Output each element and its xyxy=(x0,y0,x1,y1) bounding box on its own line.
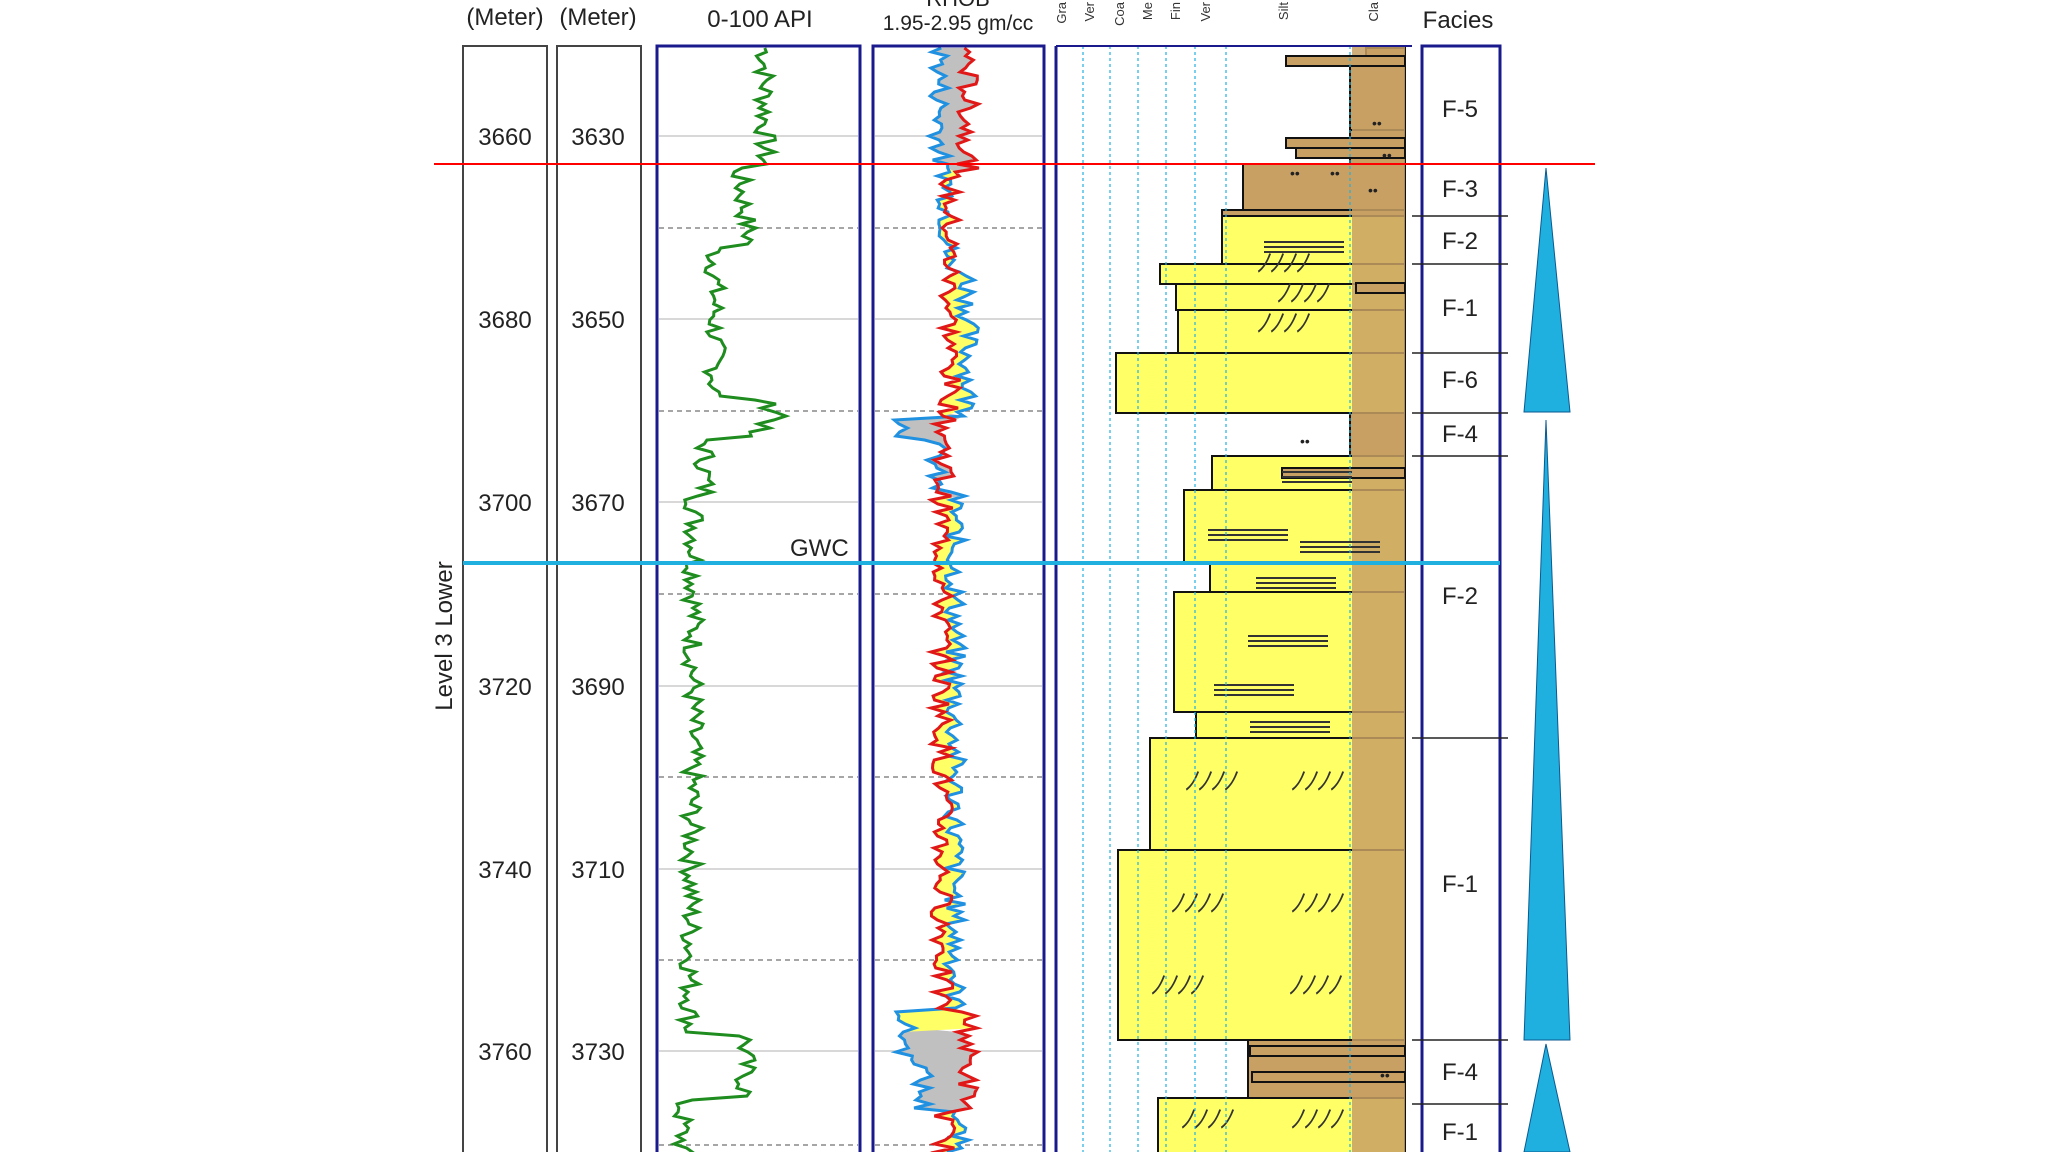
facies-label: F-1 xyxy=(1442,871,1478,898)
facies-title-label: Facies xyxy=(1423,7,1494,34)
rhob-scale-label: 1.95-2.95 gm/cc xyxy=(883,12,1034,35)
silt-dots-symbol: •• xyxy=(1372,115,1382,131)
ripple-symbol: ﾉﾉﾉﾉ xyxy=(1290,766,1345,796)
tvd-depth-label: 3690 xyxy=(571,674,624,701)
ripple-symbol: ﾉﾉﾉﾉ xyxy=(1256,248,1311,278)
grain-size-label: Ver xyxy=(1198,1,1213,21)
sand-crossover-fill xyxy=(894,48,979,1157)
facies-labels: F-5 F-3 F-2 F-1 F-6 F-4 F-2 F-1 F-4 F-1 xyxy=(1442,96,1478,1146)
sequence-triangle-middle xyxy=(1523,419,1571,1041)
md-depth-label: 3760 xyxy=(478,1039,531,1066)
ripple-symbol: ﾉﾉﾉﾉ xyxy=(1276,278,1331,308)
density-curve xyxy=(925,46,983,1157)
ripple-symbol: ﾉﾉﾉﾉ xyxy=(1290,1104,1345,1134)
facies-track xyxy=(1420,44,1502,1157)
gwc-label: GWC xyxy=(790,535,849,562)
facies-label: F-1 xyxy=(1442,1119,1478,1146)
silt-dots-symbol: •• xyxy=(1368,182,1378,198)
facies-label: F-6 xyxy=(1442,367,1478,394)
gr-track xyxy=(655,44,862,1157)
md-depth-label: 3660 xyxy=(478,124,531,151)
tvd-depth-label: 3630 xyxy=(571,124,624,151)
ripple-symbol: ﾉﾉﾉﾉ xyxy=(1256,308,1311,338)
rhob-title-label: RHOB xyxy=(926,0,990,11)
grain-size-label: Coa xyxy=(1112,1,1127,26)
ripple-symbol: ﾉﾉﾉﾉ xyxy=(1290,888,1345,918)
tvd-depth-label: 3670 xyxy=(571,490,624,517)
gas-crossover-fill xyxy=(894,48,979,1157)
md-depth-label: 3680 xyxy=(478,307,531,334)
facies-label: F-1 xyxy=(1442,295,1478,322)
gr-scale-label: 0-100 API xyxy=(707,6,812,33)
silt-dots-symbol: •• xyxy=(1290,165,1300,181)
ripple-symbol: ﾉﾉﾉﾉ xyxy=(1180,1104,1235,1134)
tvd-depth-labels: 3630 3650 3670 3690 3710 3730 xyxy=(571,124,624,1066)
facies-label: F-2 xyxy=(1442,583,1478,610)
sequence-triangle-lower xyxy=(1523,1043,1571,1153)
tvd-track xyxy=(556,45,642,1157)
gamma-ray-curve xyxy=(669,47,791,1157)
ripple-symbol: ﾉﾉﾉﾉ xyxy=(1170,888,1225,918)
neutron-curve xyxy=(890,46,980,1157)
md-depth-labels: 3660 3680 3700 3720 3740 3760 xyxy=(478,124,531,1066)
shale-stringer xyxy=(1249,1045,1406,1057)
grain-size-label: Silt xyxy=(1276,2,1291,20)
ripple-symbol: ﾉﾉﾉﾉ xyxy=(1150,970,1205,1000)
grain-size-labels: Gra Ver Coa Me Fin Ver Silt Cla xyxy=(1054,1,1381,26)
zone-label: Level 3 Lower xyxy=(431,561,458,710)
md-depth-label: 3720 xyxy=(478,674,531,701)
clay-column-fill xyxy=(1352,46,1405,1157)
tvd-depth-label: 3730 xyxy=(571,1039,624,1066)
grain-size-label: Fin xyxy=(1168,2,1183,20)
facies-label: F-3 xyxy=(1442,176,1478,203)
grain-size-label: Me xyxy=(1140,2,1155,20)
tvd-depth-label: 3710 xyxy=(571,857,624,884)
tvd-depth-label: 3650 xyxy=(571,307,624,334)
md-depth-label: 3740 xyxy=(478,857,531,884)
facies-boundaries xyxy=(1412,215,1508,1105)
tvd-unit-label: (Meter) xyxy=(559,4,636,31)
shale-stringer xyxy=(1285,55,1406,67)
silt-dots-symbol: •• xyxy=(1330,165,1340,181)
facies-label: F-2 xyxy=(1442,228,1478,255)
sequence-triangle-upper xyxy=(1523,167,1571,413)
silt-dots-symbol: •• xyxy=(1382,147,1392,163)
shale-stringer xyxy=(1251,1071,1406,1083)
rhob-track xyxy=(871,44,1046,1157)
silt-dots-symbol: •• xyxy=(1380,1067,1390,1083)
md-track xyxy=(462,45,548,1157)
ripple-symbol: ﾉﾉﾉﾉ xyxy=(1184,766,1239,796)
grain-size-label: Cla xyxy=(1366,1,1381,21)
md-unit-label: (Meter) xyxy=(466,4,543,31)
facies-label: F-5 xyxy=(1442,96,1478,123)
grain-size-label: Gra xyxy=(1054,1,1069,23)
silt-dots-symbol: •• xyxy=(1300,433,1310,449)
md-depth-label: 3700 xyxy=(478,490,531,517)
facies-label: F-4 xyxy=(1442,421,1478,448)
grain-size-label: Ver xyxy=(1082,1,1097,21)
shale-stringer xyxy=(1355,282,1406,294)
facies-label: F-4 xyxy=(1442,1059,1478,1086)
ripple-symbol: ﾉﾉﾉﾉ xyxy=(1288,970,1343,1000)
